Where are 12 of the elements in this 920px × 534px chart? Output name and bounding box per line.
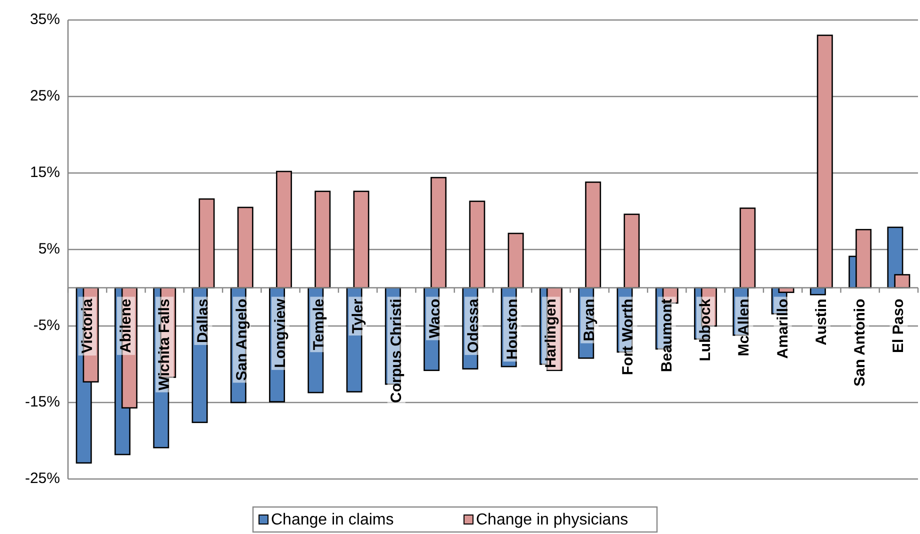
legend-label: Change in physicians xyxy=(476,512,628,528)
y-tick-label: 15% xyxy=(30,164,60,181)
y-tick-label: -15% xyxy=(24,393,60,410)
y-tick-label: -25% xyxy=(24,470,60,487)
x-tick-label: El Paso xyxy=(890,298,908,353)
y-tick-label: 35% xyxy=(30,10,60,28)
y-tick-label: -5% xyxy=(33,316,60,334)
x-tick-label: Austin xyxy=(812,298,830,346)
x-tick-label: San Antonio xyxy=(852,298,869,387)
y-tick-label: 5% xyxy=(38,240,60,258)
legend-label: Change in claims xyxy=(271,512,394,528)
y-tick-label: 25% xyxy=(30,87,60,104)
